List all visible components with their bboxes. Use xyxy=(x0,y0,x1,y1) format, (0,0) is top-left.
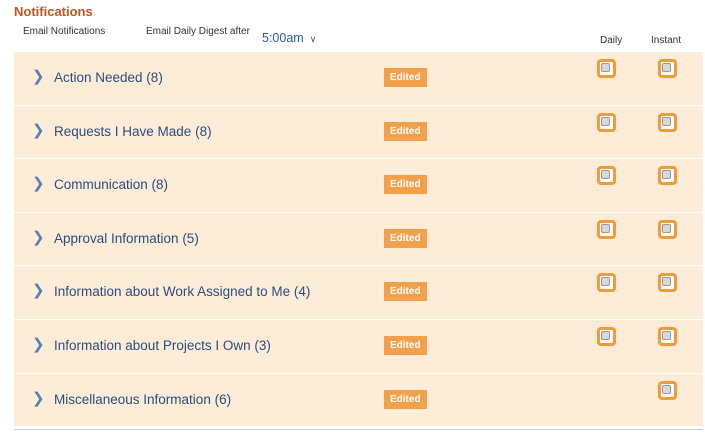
chevron-right-icon[interactable]: ❯ xyxy=(32,121,45,139)
chevron-right-icon[interactable]: ❯ xyxy=(32,389,45,407)
daily-checkbox[interactable] xyxy=(597,219,616,239)
chevron-down-icon: ∨ xyxy=(309,34,317,44)
notification-row: ❯ Communication (8) Edited xyxy=(14,159,703,213)
category-name[interactable]: Information about Projects I Own (3) xyxy=(54,337,271,353)
digest-time-value: 5:00am xyxy=(262,31,304,45)
daily-checkbox[interactable] xyxy=(597,326,616,346)
page-title: Notifications xyxy=(14,4,93,19)
daily-checkbox[interactable] xyxy=(597,59,616,78)
category-name[interactable]: Miscellaneous Information (6) xyxy=(54,391,232,407)
digest-label: Email Daily Digest after xyxy=(146,26,250,37)
digest-time-select[interactable]: 5:00am ∨ xyxy=(262,31,316,45)
edited-badge: Edited xyxy=(384,335,427,355)
daily-column-header: Daily xyxy=(600,35,623,46)
edited-badge: Edited xyxy=(384,228,427,248)
instant-checkbox[interactable] xyxy=(658,219,677,239)
instant-checkbox[interactable] xyxy=(658,380,677,400)
chevron-right-icon[interactable]: ❯ xyxy=(32,228,45,246)
daily-checkbox[interactable] xyxy=(597,166,616,186)
edited-badge: Edited xyxy=(384,389,427,409)
chevron-right-icon[interactable]: ❯ xyxy=(32,175,45,193)
notification-row: ❯ Approval Information (5) Edited xyxy=(14,212,703,267)
category-name[interactable]: Approval Information (5) xyxy=(54,230,199,246)
notification-row: ❯ Action Needed (8) Edited xyxy=(14,52,703,106)
edited-badge: Edited xyxy=(384,175,427,195)
instant-checkbox[interactable] xyxy=(658,59,677,78)
daily-checkbox[interactable] xyxy=(597,273,616,293)
instant-checkbox[interactable] xyxy=(658,112,677,132)
chevron-right-icon[interactable]: ❯ xyxy=(32,282,45,300)
notification-list: ❯ Action Needed (8) Edited ❯ Requests I … xyxy=(14,52,703,427)
notification-row: ❯ Information about Projects I Own (3) E… xyxy=(14,319,703,374)
edited-badge: Edited xyxy=(384,68,427,87)
email-notifications-label: Email Notifications xyxy=(23,26,106,37)
category-name[interactable]: Communication (8) xyxy=(54,177,169,193)
category-name[interactable]: Information about Work Assigned to Me (4… xyxy=(54,284,311,300)
instant-checkbox[interactable] xyxy=(658,166,677,186)
category-name[interactable]: Action Needed (8) xyxy=(54,70,163,85)
edited-badge: Edited xyxy=(384,282,427,302)
chevron-right-icon[interactable]: ❯ xyxy=(32,68,45,85)
instant-column-header: Instant xyxy=(651,35,682,46)
notification-row: ❯ Information about Work Assigned to Me … xyxy=(14,266,703,320)
category-name[interactable]: Requests I Have Made (8) xyxy=(54,123,212,139)
daily-checkbox[interactable] xyxy=(597,112,616,132)
notification-row: ❯ Miscellaneous Information (6) Edited xyxy=(14,373,703,427)
instant-checkbox[interactable] xyxy=(658,273,677,293)
divider xyxy=(14,429,703,430)
notification-row: ❯ Requests I Have Made (8) Edited xyxy=(14,105,703,160)
chevron-right-icon[interactable]: ❯ xyxy=(32,335,45,353)
instant-checkbox[interactable] xyxy=(658,326,677,346)
edited-badge: Edited xyxy=(384,121,427,141)
